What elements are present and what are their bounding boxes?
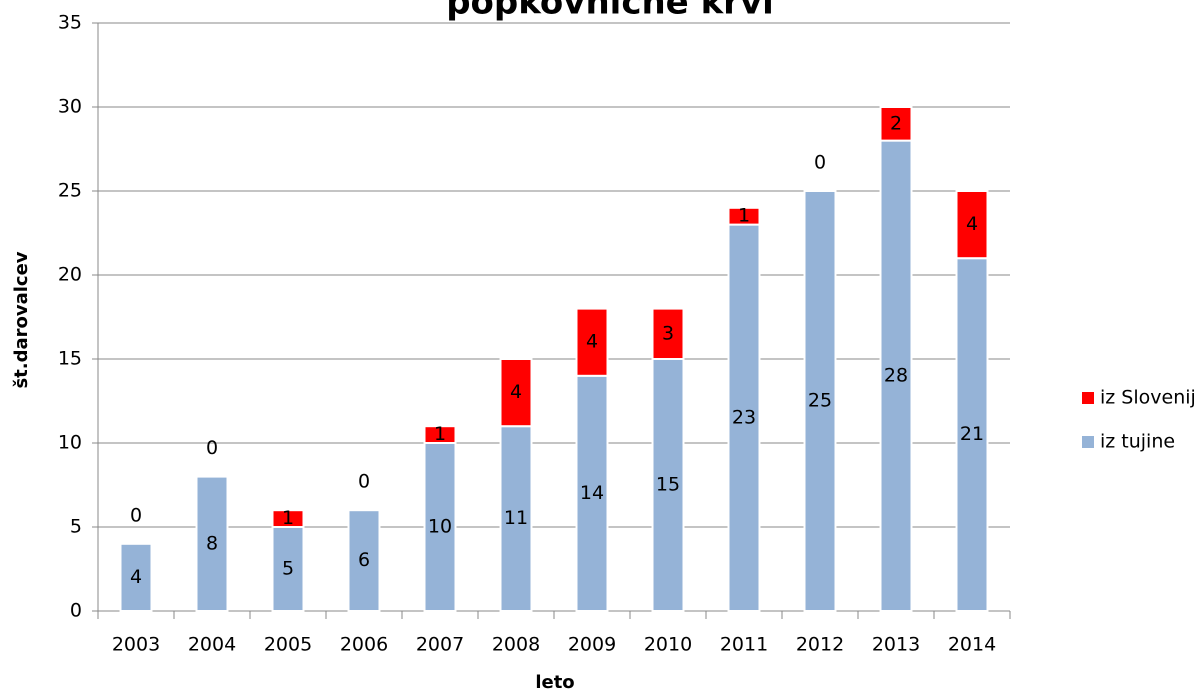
data-label: 0 xyxy=(814,152,826,174)
bar-segment xyxy=(499,358,533,428)
data-label: 25 xyxy=(808,390,832,412)
bar-segment xyxy=(271,509,305,529)
data-label: 3 xyxy=(662,322,674,344)
x-tick-label: 2010 xyxy=(644,634,692,656)
x-tick-label: 2008 xyxy=(492,634,540,656)
bar-segment xyxy=(347,509,381,613)
data-label: 0 xyxy=(358,471,370,493)
y-tick-label: 5 xyxy=(70,516,82,538)
y-tick-label: 10 xyxy=(58,432,82,454)
bar-segment xyxy=(423,442,457,612)
bar-segment xyxy=(727,206,761,226)
data-label: 1 xyxy=(434,423,446,445)
bar-segment xyxy=(879,106,913,142)
legend-swatch xyxy=(1082,392,1094,404)
y-tick-label: 35 xyxy=(58,12,82,34)
data-label: 10 xyxy=(428,516,452,538)
x-tick-label: 2013 xyxy=(872,634,920,656)
bar-segment xyxy=(651,307,685,361)
bar-segment xyxy=(955,257,989,612)
y-tick-label: 0 xyxy=(70,600,82,622)
data-label: 15 xyxy=(656,474,680,496)
data-label: 1 xyxy=(282,507,294,529)
y-tick-label: 20 xyxy=(58,264,82,286)
x-axis-title: leto xyxy=(535,672,574,693)
x-tick-label: 2007 xyxy=(416,634,464,656)
legend-swatch xyxy=(1082,436,1094,448)
data-label: 11 xyxy=(504,507,528,529)
legend-label: iz tujine xyxy=(1100,431,1175,453)
data-label: 0 xyxy=(130,504,142,526)
bar-segment xyxy=(803,190,837,612)
data-label: 4 xyxy=(510,381,522,403)
data-label: 8 xyxy=(206,532,218,554)
data-label: 0 xyxy=(206,437,218,459)
x-tick-label: 2012 xyxy=(796,634,844,656)
x-tick-label: 2006 xyxy=(340,634,388,656)
bar-segment xyxy=(575,307,609,377)
data-label: 5 xyxy=(282,558,294,580)
x-tick-label: 2003 xyxy=(112,634,160,656)
y-tick-label: 25 xyxy=(58,180,82,202)
data-label: 1 xyxy=(738,205,750,227)
x-tick-label: 2005 xyxy=(264,634,312,656)
legend-label: iz Slovenije xyxy=(1100,387,1196,409)
data-label: 4 xyxy=(966,213,978,235)
bar-segment xyxy=(195,475,229,612)
x-tick-label: 2009 xyxy=(568,634,616,656)
data-label: 6 xyxy=(358,549,370,571)
x-tick-label: 2004 xyxy=(188,634,236,656)
y-axis-title: št.darovalcev xyxy=(11,251,32,388)
x-tick-label: 2014 xyxy=(948,634,996,656)
y-tick-label: 15 xyxy=(58,348,82,370)
data-label: 23 xyxy=(732,406,756,428)
data-label: 28 xyxy=(884,364,908,386)
x-tick-label: 2011 xyxy=(720,634,768,656)
bar-segment xyxy=(879,139,913,612)
bar-segment xyxy=(423,425,457,445)
bar-segment xyxy=(651,358,685,612)
data-label: 4 xyxy=(130,566,142,588)
data-label: 4 xyxy=(586,331,598,353)
bar-segment xyxy=(271,526,305,612)
chart-title: popkovnične krvi xyxy=(446,0,774,23)
bar-segment xyxy=(499,425,533,613)
bar-segment xyxy=(119,542,153,612)
bar-segment xyxy=(955,190,989,260)
data-label: 14 xyxy=(580,482,604,504)
data-label: 2 xyxy=(890,112,902,134)
data-label: 21 xyxy=(960,423,984,445)
y-tick-label: 30 xyxy=(58,96,82,118)
